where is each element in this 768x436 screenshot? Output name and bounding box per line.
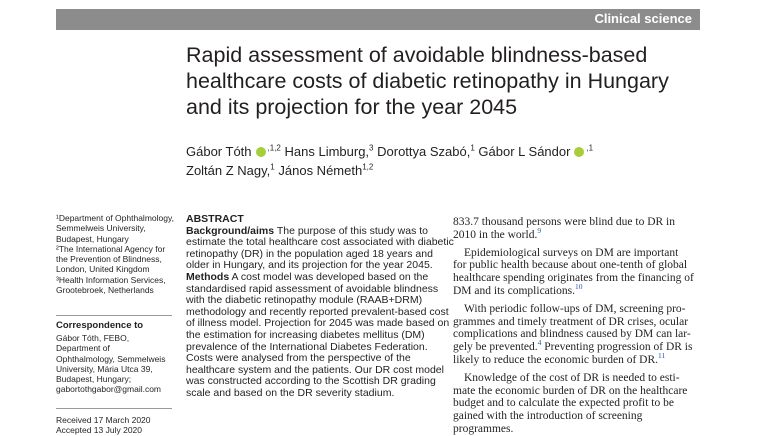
article-title: Rapid assessment of avoidable blindness-… (186, 42, 706, 120)
background-label: Background/aims (186, 224, 275, 237)
title-line: healthcare costs of diabetic retinopathy… (186, 69, 669, 93)
author-name[interactable]: János Németh (278, 163, 363, 178)
section-label: Clinical science (594, 11, 692, 26)
body-text: 833.7 thousand persons were blind due to… (453, 216, 694, 435)
affiliations: ¹Department of Ophthalmology, Semmelweis… (56, 213, 174, 296)
abstract: ABSTRACT Background/aims The purpose of … (186, 213, 454, 399)
correspondence-heading: Correspondence to (56, 320, 144, 331)
author-name[interactable]: Dorottya Szabó, (377, 144, 471, 159)
reference-link[interactable]: 9 (537, 225, 542, 235)
orcid-icon[interactable] (574, 147, 585, 157)
divider (56, 408, 172, 409)
author-name[interactable]: Gábor L Sándor (478, 144, 571, 159)
reference-link[interactable]: 11 (658, 351, 666, 361)
methods-label: Methods (186, 270, 230, 283)
author-name[interactable]: Gábor Tóth (186, 144, 252, 159)
orcid-icon[interactable] (255, 147, 266, 157)
abstract-heading: ABSTRACT (186, 213, 244, 225)
author-name[interactable]: Hans Limburg, (284, 144, 370, 159)
section-banner: Clinical science (56, 9, 700, 30)
title-line: Rapid assessment of avoidable blindness-… (186, 43, 648, 67)
correspondence-details: Gábor Tóth, FEBO, Department of Ophthalm… (56, 333, 166, 395)
reference-link[interactable]: 10 (575, 282, 583, 292)
title-line: and its projection for the year 2045 (186, 95, 518, 119)
reference-link[interactable]: 4 (537, 338, 542, 348)
author-list: Gábor Tóth ,1,2 Hans Limburg,3 Dorottya S… (186, 143, 594, 178)
author-name[interactable]: Zoltán Z Nagy, (186, 163, 271, 178)
article-dates: Received 17 March 2020 Accepted 13 July … (56, 415, 151, 436)
correspondence-email[interactable]: gabortothgabor@gmail.com (56, 384, 162, 395)
divider (56, 315, 172, 316)
